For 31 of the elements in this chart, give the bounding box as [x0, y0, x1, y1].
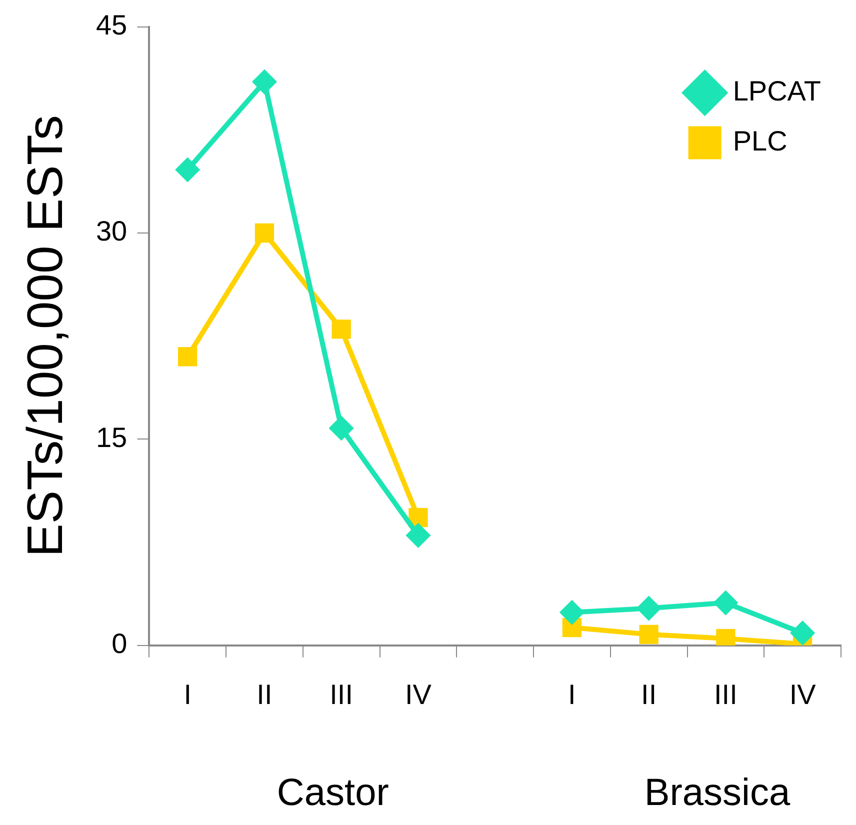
- y-tick-label: 45: [96, 10, 128, 41]
- point: [408, 508, 428, 528]
- point: [254, 223, 274, 243]
- x-tick-label: II: [641, 678, 657, 710]
- point: [332, 320, 351, 339]
- x-tick-label: III: [714, 678, 738, 710]
- x-tick-label: III: [330, 678, 353, 710]
- y-tick-label: 15: [96, 422, 128, 453]
- point: [178, 347, 198, 366]
- y-tick-label: 30: [96, 216, 128, 247]
- x-tick-label: IV: [789, 678, 816, 710]
- point: [714, 591, 738, 614]
- point: [791, 622, 814, 645]
- y-axis-title: ESTs/100,000 ESTs: [16, 115, 73, 558]
- y-tick-label: 0: [112, 628, 128, 660]
- x-tick-label: I: [184, 678, 192, 710]
- point: [639, 624, 658, 644]
- x-tick-label: II: [256, 678, 272, 710]
- point: [562, 618, 582, 638]
- x-tick-label: I: [568, 678, 576, 710]
- point: [406, 524, 430, 547]
- x-tick-label: IV: [404, 678, 432, 710]
- point: [560, 600, 584, 624]
- point: [252, 70, 276, 94]
- text: Castor: [276, 772, 390, 814]
- point: [637, 596, 660, 620]
- point: [330, 416, 353, 440]
- legend-label: PLC: [732, 126, 788, 157]
- text: Brassica: [644, 772, 791, 814]
- point: [176, 158, 200, 182]
- legend-label: LPCAT: [732, 76, 821, 107]
